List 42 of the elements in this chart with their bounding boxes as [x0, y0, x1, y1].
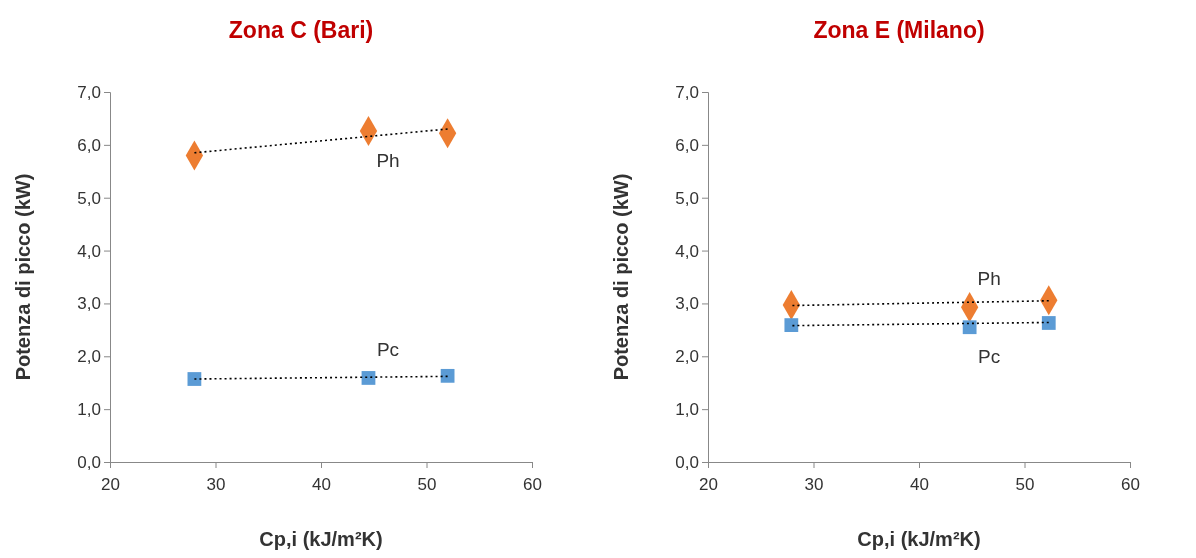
y-tick-label: 7,0 [675, 82, 699, 102]
y-tick-label: 5,0 [77, 188, 101, 208]
chart-title: Zona C (Bari) [228, 17, 374, 43]
point [784, 318, 799, 332]
x-tick-label: 50 [417, 474, 437, 494]
y-tick-label: 0,0 [675, 452, 699, 472]
y-tick-label: 5,0 [675, 188, 699, 208]
point [1041, 316, 1056, 330]
x-axis-title: Cp,i (kJ/m²K) [857, 528, 981, 550]
y-tick-label: 3,0 [675, 294, 699, 314]
x-tick-label: 20 [101, 474, 120, 494]
series-label: Pc [376, 338, 400, 360]
y-tick-label: 4,0 [675, 241, 699, 261]
x-tick-label: 60 [1121, 474, 1140, 494]
x-tick-label: 40 [910, 474, 929, 494]
y-tick-label: 0,0 [77, 452, 101, 472]
series-label: Ph [977, 268, 1001, 290]
point [440, 368, 455, 383]
series-label: Ph [376, 150, 400, 172]
point [361, 371, 376, 385]
y-tick-label: 6,0 [77, 135, 101, 155]
y-tick-label: 4,0 [77, 241, 101, 261]
y-tick-label: 2,0 [675, 347, 699, 367]
x-axis-title: Cp,i (kJ/m²K) [259, 528, 383, 550]
y-tick-label: 2,0 [77, 347, 101, 367]
x-tick-label: 20 [699, 474, 718, 494]
x-tick-label: 60 [523, 474, 542, 494]
y-tick-label: 7,0 [77, 82, 101, 102]
y-tick-label: 6,0 [675, 135, 699, 155]
x-tick-label: 50 [1015, 474, 1035, 494]
x-tick-label: 30 [804, 474, 824, 494]
series-label: Pc [978, 346, 1001, 368]
x-tick-label: 40 [312, 474, 331, 494]
y-axis-title: Potenza di picco (kW) [610, 173, 632, 381]
y-axis-title: Potenza di picco (kW) [12, 173, 34, 381]
point [187, 372, 202, 386]
y-tick-label: 1,0 [675, 400, 699, 420]
y-tick-label: 3,0 [77, 294, 101, 314]
chart-title: Zona E (Milano) [813, 17, 985, 43]
x-tick-label: 30 [206, 474, 226, 494]
point [962, 320, 977, 335]
y-tick-label: 1,0 [77, 400, 101, 420]
